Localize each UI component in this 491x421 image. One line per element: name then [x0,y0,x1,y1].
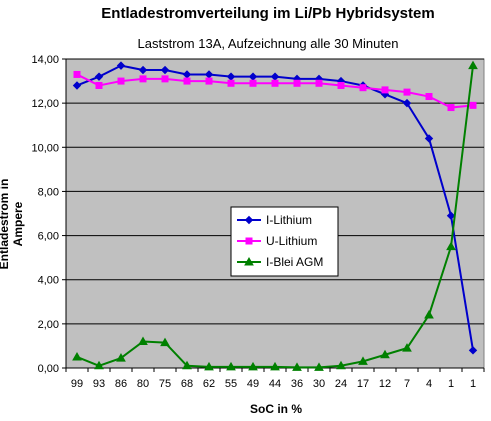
data-point-2-9 [270,361,280,371]
data-point-1-7 [227,79,235,87]
x-tick-label: 75 [159,378,171,390]
data-point-0-1 [94,72,104,81]
data-point-2-6 [204,361,214,371]
data-point-1-5 [183,77,191,85]
y-tick-label: 4,00 [38,275,59,287]
x-tick-label: 36 [291,378,303,390]
data-point-0-2 [116,61,126,70]
data-point-1-0 [73,70,81,78]
data-point-0-17 [446,211,456,220]
legend-label-2: I-Blei AGM [266,255,323,269]
data-point-1-11 [315,79,323,87]
y-tick-label: 8,00 [38,186,59,198]
x-tick-label: 7 [404,378,410,390]
data-point-2-0 [72,351,82,361]
data-point-2-17 [446,241,456,251]
x-tick-label: 80 [137,378,149,390]
x-tick-label: 55 [225,378,237,390]
data-point-1-3 [139,75,147,83]
x-tick-label: 12 [379,378,391,390]
x-tick-label: 62 [203,378,215,390]
x-tick-label: 30 [313,378,325,390]
chart-subtitle: Laststrom 13A, Aufzeichnung alle 30 Minu… [137,36,399,51]
x-tick-label: 93 [93,378,105,390]
x-tick-label: 1 [448,378,454,390]
legend-marker-0 [244,215,254,225]
legend-label-1: U-Lithium [266,234,317,248]
x-tick-label: 1 [470,378,476,390]
data-point-1-16 [425,93,433,101]
data-point-2-15 [402,343,412,352]
data-point-1-10 [293,79,301,87]
legend-label-0: I-Lithium [266,213,312,227]
data-point-0-15 [402,98,412,108]
legend-marker-2 [244,256,254,266]
data-point-1-14 [381,86,389,94]
legend-marker-1 [245,237,253,245]
y-tick-label: 14,00 [31,54,59,66]
data-point-2-7 [226,361,236,371]
data-point-1-4 [161,75,169,83]
y-tick-label: 6,00 [38,231,59,243]
data-point-2-2 [116,353,126,362]
x-tick-label: 99 [71,378,83,390]
x-tick-label: 17 [357,378,369,390]
data-point-1-6 [205,77,213,85]
y-tick-label: 2,00 [38,319,59,331]
x-axis-label: SoC in % [249,402,302,416]
data-point-0-18 [468,346,478,355]
data-point-0-16 [424,134,434,143]
data-point-1-12 [337,81,345,89]
data-point-0-3 [138,65,148,75]
data-point-2-1 [94,360,104,370]
data-point-1-8 [249,79,257,87]
data-point-1-15 [403,88,411,96]
data-point-1-17 [447,104,455,112]
data-point-0-0 [72,81,82,90]
data-point-2-12 [336,360,346,370]
data-point-2-5 [182,360,192,370]
y-tick-label: 10,00 [31,142,59,154]
data-point-1-9 [271,79,279,87]
data-point-2-3 [138,336,148,346]
data-point-2-10 [292,362,302,371]
x-tick-label: 49 [247,378,259,390]
x-tick-label: 4 [426,378,432,390]
x-tick-label: 86 [115,378,127,390]
data-point-1-13 [359,84,367,92]
x-tick-label: 44 [269,378,281,390]
x-tick-label: 68 [181,378,193,390]
data-point-1-1 [95,81,103,89]
data-point-2-8 [248,361,258,371]
data-point-1-2 [117,77,125,85]
data-point-2-14 [380,349,390,359]
x-tick-label: 24 [335,378,347,390]
y-tick-label: 0,00 [38,363,59,375]
data-point-2-16 [424,310,434,319]
data-point-1-18 [469,101,477,109]
data-point-0-4 [160,65,170,75]
data-point-2-13 [358,356,368,365]
data-point-2-18 [468,60,478,70]
data-point-2-4 [160,337,170,347]
chart-title: Entladestromverteilung im Li/Pb Hybridsy… [101,5,435,22]
data-point-2-11 [314,362,324,371]
y-tick-label: 12,00 [31,98,59,110]
